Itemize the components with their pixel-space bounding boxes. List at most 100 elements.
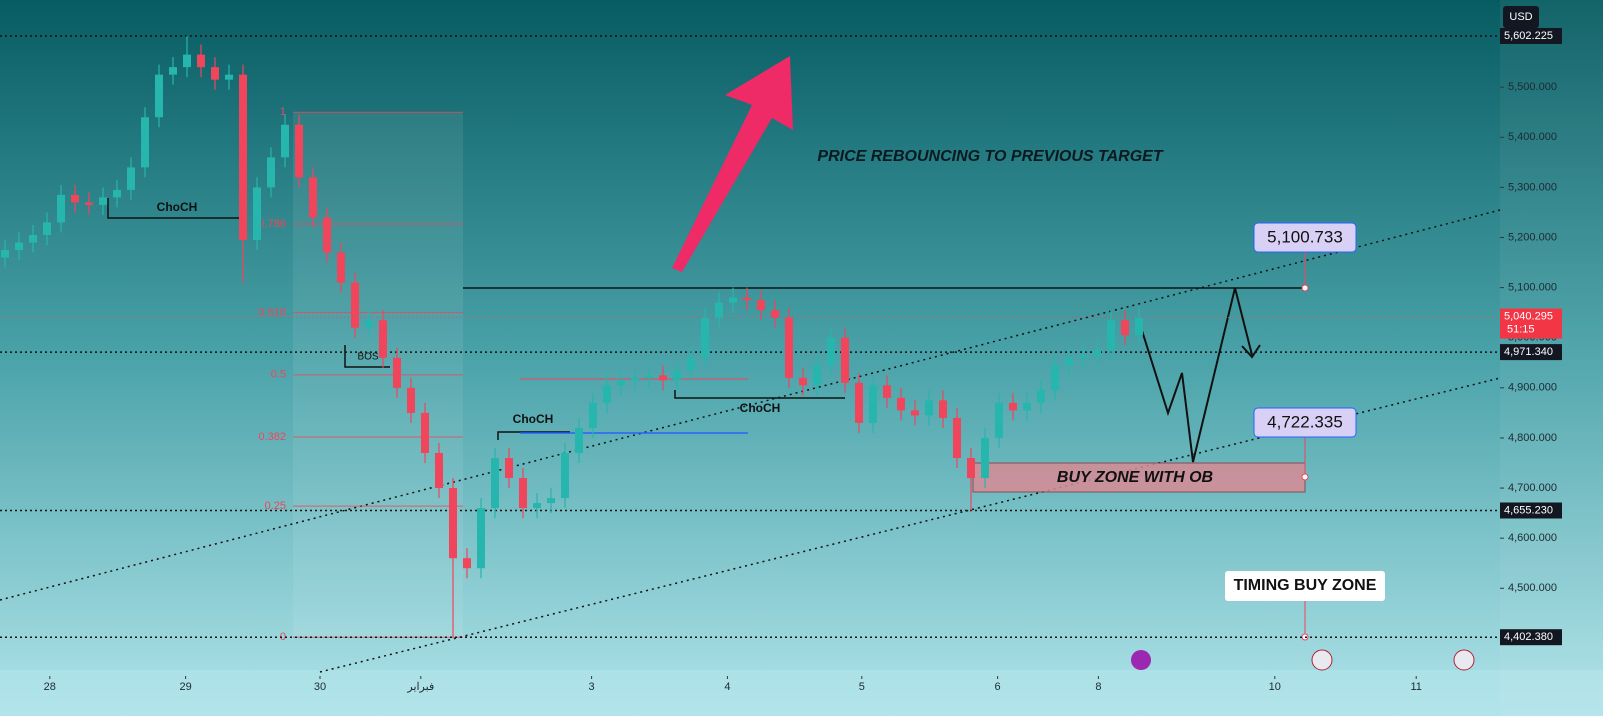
candle-body	[196, 54, 205, 68]
x-tick-label: 8	[1095, 681, 1101, 693]
x-tick-label: 4	[724, 681, 730, 693]
x-tick-label: 29	[179, 681, 191, 693]
candle-body	[980, 437, 989, 479]
flag-icon	[1311, 649, 1333, 671]
candle-body	[98, 197, 107, 205]
channel-upper	[0, 209, 1501, 601]
candle-body	[784, 317, 793, 378]
fib-label: 0.5	[271, 369, 286, 381]
candle-body	[1022, 402, 1031, 411]
candle-body	[742, 297, 751, 301]
candle-body	[798, 377, 807, 386]
candle-body	[924, 400, 933, 416]
candle-body	[42, 222, 51, 236]
projection-path	[1137, 287, 1253, 463]
current-price-label: 5,040.295	[1504, 310, 1553, 322]
candle-body	[1008, 402, 1017, 411]
candle-body	[1036, 390, 1045, 403]
candle-body	[210, 67, 219, 80]
target-dot	[1301, 473, 1309, 481]
candle-body	[336, 252, 345, 283]
time-axis-strip	[0, 670, 1603, 716]
target-arrow	[672, 56, 793, 272]
x-tick-label: 30	[314, 681, 326, 693]
level-box	[1500, 344, 1562, 361]
candle-body	[826, 337, 835, 366]
candle-body	[574, 427, 583, 453]
candle-body	[938, 400, 947, 418]
choch-line	[497, 431, 570, 440]
candle-body	[1106, 320, 1115, 351]
candle-body	[1120, 320, 1129, 336]
candle-body	[448, 488, 457, 559]
candle-body	[490, 457, 499, 509]
choch-line	[107, 198, 245, 219]
candle-body	[560, 452, 569, 499]
candle-body	[224, 74, 233, 80]
candle-body	[126, 167, 135, 190]
fib-label: 0.618	[258, 307, 286, 319]
candle-body	[350, 282, 359, 328]
level-box	[1500, 27, 1562, 44]
fib-label: 1	[280, 106, 286, 118]
candle-body	[770, 310, 779, 318]
timing-box	[1225, 571, 1385, 601]
target-label: 5,100.733	[1267, 227, 1343, 246]
target-dot	[1301, 284, 1309, 292]
candle-body	[686, 357, 695, 371]
level-box	[1500, 629, 1562, 646]
target-label: 4,722.335	[1267, 412, 1343, 431]
target-box	[1253, 407, 1357, 438]
candle-body	[1092, 350, 1101, 356]
candle-body	[252, 187, 261, 241]
candle-body	[896, 397, 905, 411]
x-tick-label: 10	[1269, 681, 1281, 693]
y-tick-label: 5,500.000	[1508, 81, 1557, 93]
x-tick-label: 3	[589, 681, 595, 693]
candle-body	[434, 452, 443, 489]
y-tick-label: 5,200.000	[1508, 231, 1557, 243]
candle-body	[868, 385, 877, 423]
y-tick-label: 4,700.000	[1508, 482, 1557, 494]
candle-body	[966, 457, 975, 479]
candle-body	[0, 250, 9, 258]
candle-body	[182, 54, 191, 68]
candle-body	[56, 194, 65, 223]
timing-label: TIMING BUY ZONE	[1234, 577, 1377, 594]
current-price-box	[1500, 308, 1562, 339]
candle-body	[28, 235, 37, 243]
x-tick-label: فبراير	[406, 681, 434, 693]
candle-body	[420, 412, 429, 453]
candle-body	[294, 124, 303, 178]
x-tick-label: 5	[859, 681, 865, 693]
candle-body	[616, 380, 625, 386]
candle-body	[308, 177, 317, 218]
candle-body	[546, 498, 555, 504]
candle-body	[854, 382, 863, 423]
candle-body	[994, 402, 1003, 438]
choch-line	[674, 390, 845, 399]
x-tick-label: 28	[44, 681, 56, 693]
x-tick-label: 6	[995, 681, 1001, 693]
fib-label: 0.786	[258, 218, 286, 230]
candle-body	[266, 157, 275, 188]
y-tick-label: 5,100.000	[1508, 282, 1557, 294]
flag-icon	[1453, 649, 1475, 671]
fib-label: 0.382	[258, 431, 286, 443]
y-tick-label: 4,600.000	[1508, 532, 1557, 544]
candle-body	[1134, 317, 1143, 336]
candle-body	[756, 300, 765, 311]
level-label: 5,602.225	[1504, 30, 1553, 42]
candle-body	[588, 402, 597, 428]
y-tick-label: 5,400.000	[1508, 131, 1557, 143]
candle-body	[14, 242, 23, 251]
candle-body	[812, 365, 821, 386]
candle-body	[168, 67, 177, 75]
structure-label: ChoCH	[513, 412, 554, 426]
candle-body	[364, 320, 373, 328]
level-label: 4,971.340	[1504, 346, 1553, 358]
event-icon	[1131, 650, 1151, 670]
candle-body	[322, 217, 331, 253]
fib-label: 0.25	[265, 500, 286, 512]
candle-body	[630, 377, 639, 381]
